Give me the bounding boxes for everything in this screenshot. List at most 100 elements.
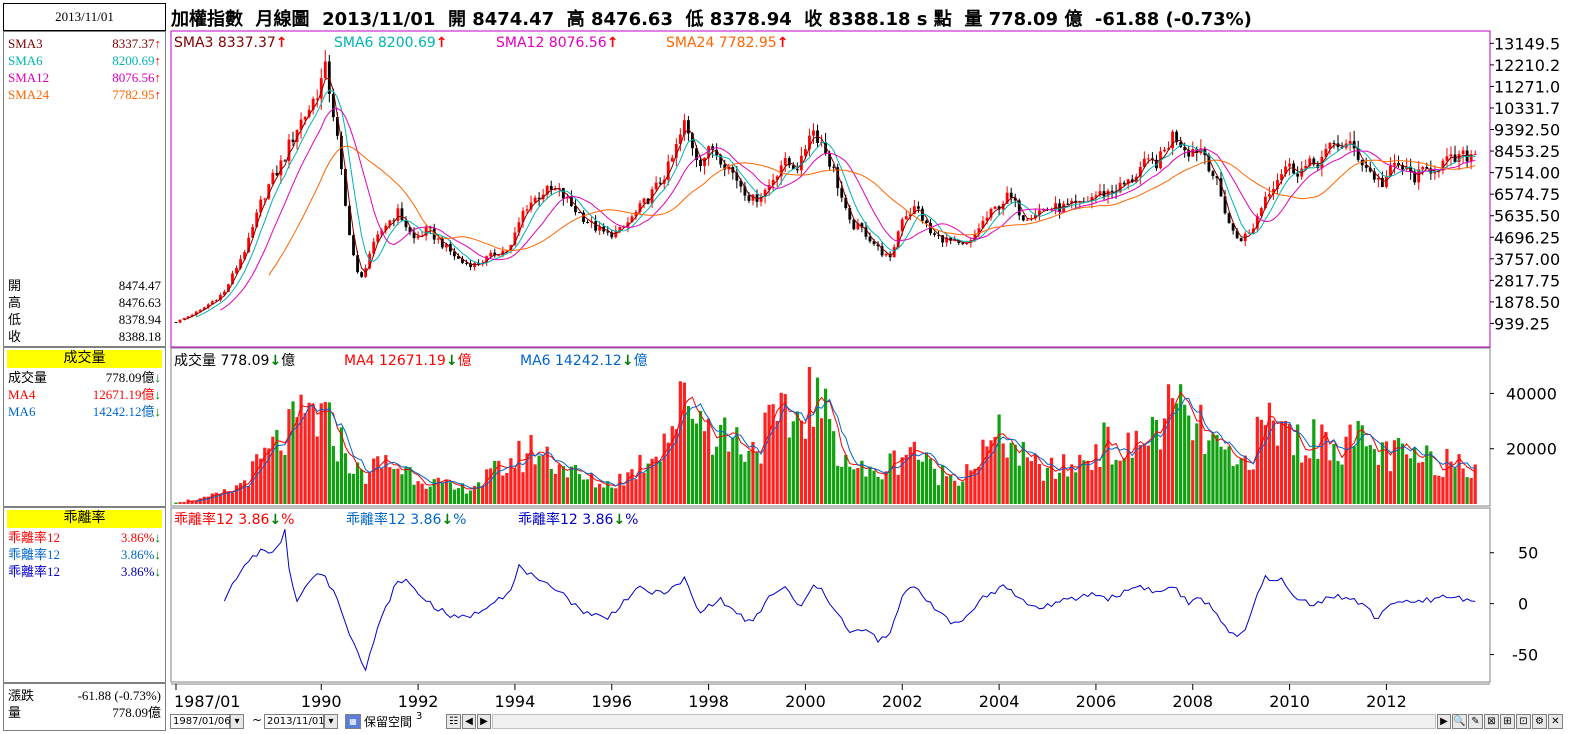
legend-text: SMA24 7782.95 [666, 35, 777, 51]
volume-bar [1070, 464, 1074, 504]
volume-bar [339, 427, 344, 504]
reserve-icon[interactable]: ▦ [345, 714, 361, 729]
legend-text: SMA6 8200.69 [334, 35, 436, 51]
settings-icon[interactable]: ⚙ [1532, 714, 1547, 729]
candle-body [372, 241, 376, 254]
candle-body [291, 139, 295, 142]
candle-body [303, 116, 307, 120]
volume-bar [468, 490, 473, 504]
candle-body [1348, 141, 1352, 144]
legend-entry: 乖離率12 3.86↓% [518, 511, 638, 528]
start-date-dropdown[interactable]: ▾ [230, 714, 244, 729]
volume-bar [674, 429, 678, 504]
volume-bar [436, 477, 440, 504]
zoom-out-icon[interactable]: ⊠ [1484, 714, 1499, 729]
legend-text: 乖離率12 3.86 [174, 511, 270, 528]
legend-entry: SMA12 8076.56↑ [496, 35, 618, 51]
end-date-text: 2013/11/01 [267, 716, 325, 727]
candle-body [1312, 158, 1316, 165]
candle-body [1138, 166, 1142, 177]
x-tick-label: 2010 [1269, 692, 1310, 711]
volume-bar [315, 436, 319, 504]
candle-body [916, 206, 920, 209]
arrow-down-icon: ↓ [269, 512, 281, 528]
volume-bar [775, 421, 779, 504]
candle-body [1207, 155, 1211, 172]
candle-body [771, 179, 775, 185]
candle-body [537, 197, 541, 200]
candle-body [755, 194, 759, 202]
start-date-field[interactable]: 1987/01/06 [170, 714, 231, 729]
candle-body [884, 253, 888, 256]
candle-body [767, 184, 771, 190]
volume-bar [529, 434, 533, 504]
candle-body [856, 223, 860, 230]
volume-bar [1287, 423, 1292, 504]
volume-bar [880, 479, 884, 504]
zoom-in-icon[interactable]: ⊞ [1500, 714, 1515, 729]
candle-body [1473, 153, 1477, 155]
candle-body [1118, 182, 1122, 193]
candle-body [352, 235, 355, 256]
candle-body [198, 309, 202, 312]
volume-bar [384, 455, 388, 504]
volume-bar [997, 414, 1001, 504]
end-date-field[interactable]: 2013/11/01 [264, 714, 325, 729]
volume-bar [763, 412, 767, 504]
price-tick-label: 939.25 [1494, 314, 1550, 333]
candle-body [1376, 177, 1380, 180]
grid-icon[interactable]: ☷ [446, 714, 461, 729]
volume-bar [1211, 433, 1215, 504]
candle-body [525, 209, 529, 211]
volume-bar [783, 394, 787, 504]
candle-body [239, 259, 242, 268]
candle-body [509, 244, 513, 251]
price-tick-label: 11271.0 [1494, 77, 1560, 96]
volume-bar [1437, 475, 1441, 504]
candle-body [214, 300, 218, 302]
candle-body [1356, 148, 1360, 160]
scroll-left-button[interactable]: ◀ [462, 714, 476, 729]
bias-line [223, 529, 1476, 672]
close-icon[interactable]: ✕ [1548, 714, 1563, 729]
legend-entry: SMA6 8200.69↑ [334, 35, 448, 51]
volume-bar [1013, 444, 1017, 504]
sma-line-sma6 [195, 89, 1476, 318]
volume-bar [852, 469, 856, 504]
volume-bar [860, 460, 864, 504]
arrow-down-icon: ↓ [154, 547, 162, 562]
candle-body [582, 212, 585, 223]
volume-bar [848, 466, 852, 504]
volume-bar [690, 418, 695, 504]
volume-bar [731, 437, 735, 504]
candle-body [812, 130, 815, 136]
fit-icon[interactable]: ⊡ [1516, 714, 1531, 729]
candle-body [396, 208, 400, 221]
volume-bar [920, 461, 925, 504]
horizontal-scrollbar[interactable] [492, 714, 1436, 729]
magnify-icon[interactable]: 🔍 [1452, 714, 1467, 729]
volume-bar [1195, 423, 1199, 504]
volume-bar [1223, 449, 1227, 504]
candle-body [182, 318, 186, 320]
volume-bar [892, 450, 896, 504]
volume-bar [1094, 444, 1098, 504]
candle-body [1296, 173, 1300, 177]
scroll-right-button-left[interactable]: ▶ [477, 714, 491, 729]
volume-bar [779, 392, 783, 504]
draw-tool-icon[interactable]: ✎ [1468, 714, 1483, 729]
volume-bar [678, 381, 682, 504]
scroll-right-button[interactable]: ▶ [1437, 714, 1451, 729]
candle-body [743, 186, 747, 196]
volume-bar [1009, 442, 1013, 504]
reserve-value[interactable]: 3 [416, 711, 423, 722]
candle-body [255, 212, 259, 228]
end-date-dropdown[interactable]: ▾ [324, 714, 338, 729]
candle-body [1211, 171, 1215, 177]
volume-bar [1130, 457, 1134, 504]
candle-body [925, 220, 928, 223]
candle-body [1191, 149, 1195, 157]
volume-bar [1267, 402, 1272, 504]
candle-body [727, 167, 731, 170]
